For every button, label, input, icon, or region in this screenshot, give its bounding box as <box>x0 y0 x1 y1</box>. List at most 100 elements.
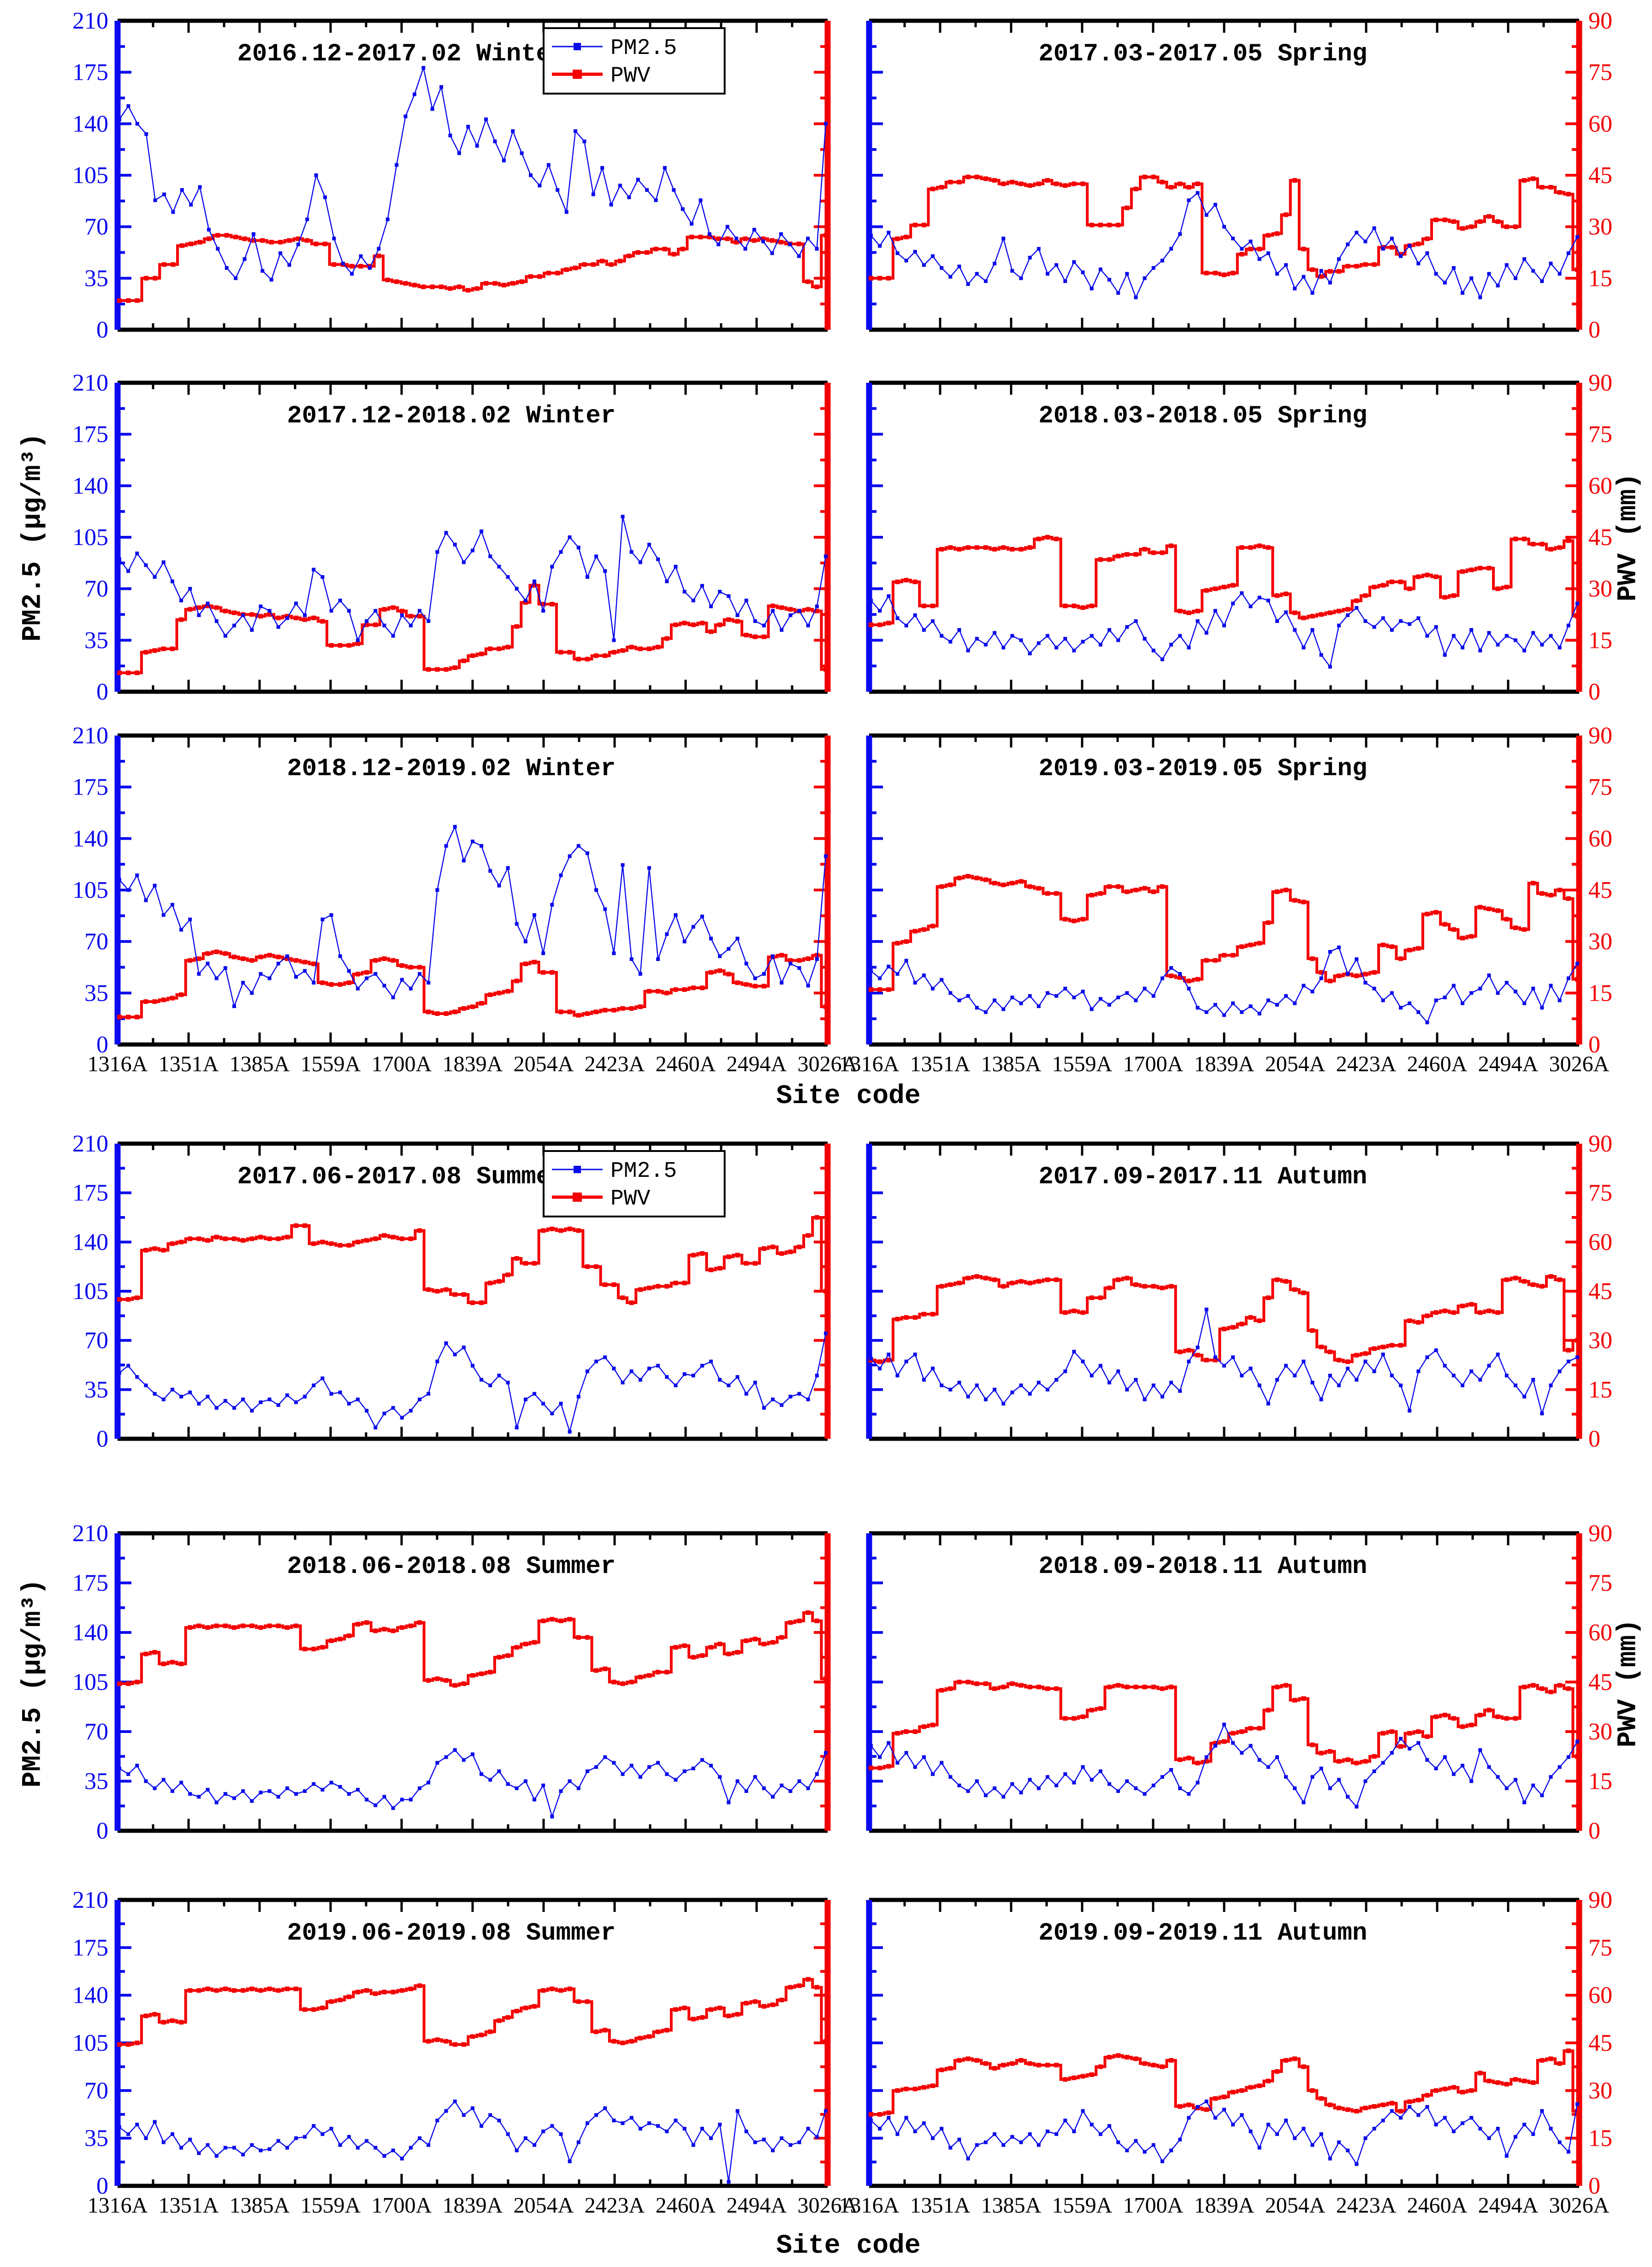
svg-text:2460A: 2460A <box>656 1052 716 1076</box>
svg-text:1839A: 1839A <box>443 2193 503 2218</box>
svg-text:15: 15 <box>1588 2125 1612 2152</box>
svg-text:210: 210 <box>72 370 108 396</box>
x-axis-title-block1: Site code <box>776 1081 921 1111</box>
panel-title: 2017.12-2018.02 Winter <box>287 402 616 430</box>
y-axis-title-pwv-block2: PWV (mm) <box>1613 1619 1644 1748</box>
svg-text:90: 90 <box>1588 1131 1612 1157</box>
svg-text:15: 15 <box>1588 980 1612 1006</box>
svg-text:15: 15 <box>1588 265 1612 291</box>
svg-text:2054A: 2054A <box>514 2193 574 2218</box>
svg-text:45: 45 <box>1588 162 1612 189</box>
panel-2018-06-2018-08-summer: 0 35 70 105 140 175 210 2018.06-2018.08 Summer <box>72 1520 831 1844</box>
svg-text:30: 30 <box>1588 929 1612 955</box>
y-axis-title-pm25-block2: PM2.5 (μg/m³) <box>18 1579 48 1788</box>
svg-text:1316A: 1316A <box>839 2193 900 2218</box>
svg-text:60: 60 <box>1588 1982 1612 2009</box>
y-axis-title-pm25-block1: PM2.5 (μg/m³) <box>18 433 48 642</box>
svg-text:0: 0 <box>96 317 108 343</box>
svg-text:90: 90 <box>1588 1887 1612 1913</box>
svg-text:70: 70 <box>84 2077 108 2104</box>
panel-2018-09-2018-11-autumn: 0 15 30 45 60 75 90 2018.09-2018.11 Autumn <box>866 1520 1612 1844</box>
y-axis-title-pwv-block1: PWV (mm) <box>1613 473 1644 602</box>
svg-text:210: 210 <box>72 1520 108 1547</box>
svg-text:75: 75 <box>1588 1570 1612 1596</box>
svg-text:2460A: 2460A <box>656 2193 716 2218</box>
panel-2016-12-2017-02-winter: 0 35 70 105 140 175 210 2016.12-2017.02 Winter P… <box>72 8 831 343</box>
svg-text:1351A: 1351A <box>910 2193 971 2218</box>
svg-text:1700A: 1700A <box>1123 1052 1184 1076</box>
svg-text:1316A: 1316A <box>88 1052 148 1076</box>
svg-text:2054A: 2054A <box>1265 1052 1326 1076</box>
panel-2017-09-2017-11-autumn: 0 15 30 45 60 75 90 2017.09-2017.11 Autumn <box>866 1131 1612 1452</box>
svg-text:175: 175 <box>72 59 108 86</box>
svg-text:1700A: 1700A <box>372 1052 432 1076</box>
x-axis-title-block2: Site code <box>776 2231 921 2261</box>
svg-text:35: 35 <box>84 265 108 291</box>
svg-text:1351A: 1351A <box>910 1052 971 1076</box>
svg-text:1700A: 1700A <box>372 2193 432 2218</box>
svg-text:60: 60 <box>1588 473 1612 499</box>
svg-text:0: 0 <box>96 1032 108 1058</box>
svg-text:105: 105 <box>72 2030 108 2056</box>
panel-2019-03-2019-05-spring: 0 15 30 45 60 75 90 1316A 1351A 1385A 1559A 1700A 18… <box>839 723 1612 1076</box>
svg-text:90: 90 <box>1588 723 1612 749</box>
svg-text:105: 105 <box>72 1278 108 1305</box>
svg-text:1559A: 1559A <box>1052 2193 1113 2218</box>
svg-text:140: 140 <box>72 473 108 499</box>
svg-text:140: 140 <box>72 1620 108 1646</box>
panel-title: 2016.12-2017.02 Winter <box>237 40 566 68</box>
svg-text:60: 60 <box>1588 1620 1612 1646</box>
svg-text:1559A: 1559A <box>301 2193 361 2218</box>
svg-text:70: 70 <box>84 1719 108 1745</box>
svg-text:140: 140 <box>72 1982 108 2009</box>
svg-text:175: 175 <box>72 421 108 448</box>
svg-text:1385A: 1385A <box>230 1052 290 1076</box>
svg-text:90: 90 <box>1588 1520 1612 1547</box>
svg-text:1351A: 1351A <box>159 1052 219 1076</box>
svg-text:0: 0 <box>96 2173 108 2199</box>
legend-label: PWV <box>610 64 651 89</box>
panel-2019-09-2019-11-autumn: 0 15 30 45 60 75 90 1316A 1351A 1385A 1559A 1700A 18… <box>839 1887 1612 2218</box>
panel-title: 2017.06-2017.08 Summer <box>237 1163 566 1191</box>
svg-text:105: 105 <box>72 162 108 189</box>
svg-text:60: 60 <box>1588 1229 1612 1255</box>
svg-text:1316A: 1316A <box>88 2193 148 2218</box>
panel-title: 2019.03-2019.05 Spring <box>1038 755 1367 783</box>
panel-title: 2018.06-2018.08 Summer <box>287 1553 616 1581</box>
panel-title: 2017.09-2017.11 Autumn <box>1038 1163 1367 1191</box>
svg-text:0: 0 <box>96 1426 108 1452</box>
svg-text:45: 45 <box>1588 2030 1612 2056</box>
panel-2017-06-2017-08-summer: 0 35 70 105 140 175 210 2017.06-2017.08 Summer P… <box>72 1131 831 1452</box>
svg-text:70: 70 <box>84 576 108 602</box>
svg-text:2494A: 2494A <box>1478 1052 1539 1076</box>
svg-text:105: 105 <box>72 877 108 903</box>
svg-text:0: 0 <box>1588 1426 1600 1452</box>
svg-text:0: 0 <box>1588 1032 1600 1058</box>
svg-text:1385A: 1385A <box>230 2193 290 2218</box>
svg-text:70: 70 <box>84 929 108 955</box>
svg-text:0: 0 <box>1588 2173 1600 2199</box>
svg-text:2460A: 2460A <box>1407 1052 1468 1076</box>
svg-text:210: 210 <box>72 1887 108 1913</box>
svg-text:175: 175 <box>72 1935 108 1961</box>
svg-text:15: 15 <box>1588 1377 1612 1403</box>
svg-text:2423A: 2423A <box>585 1052 645 1076</box>
legend-label: PM2.5 <box>610 36 677 61</box>
svg-text:3026A: 3026A <box>798 1052 858 1076</box>
panel-title: 2018.09-2018.11 Autumn <box>1038 1553 1367 1581</box>
svg-text:105: 105 <box>72 1669 108 1696</box>
legend-box <box>543 27 726 95</box>
svg-text:45: 45 <box>1588 1669 1612 1696</box>
svg-text:210: 210 <box>72 8 108 34</box>
pwv-series-line <box>119 584 826 675</box>
svg-text:70: 70 <box>84 1328 108 1354</box>
svg-text:30: 30 <box>1588 214 1612 240</box>
svg-text:1385A: 1385A <box>981 2193 1042 2218</box>
legend-label: PM2.5 <box>610 1159 677 1184</box>
svg-text:1316A: 1316A <box>839 1052 900 1076</box>
svg-text:140: 140 <box>72 825 108 852</box>
svg-text:2460A: 2460A <box>1407 2193 1468 2218</box>
panel-2019-06-2019-08-summer: 0 35 70 105 140 175 210 1316A 1351A 1385A 1559A 170… <box>72 1887 858 2218</box>
svg-text:3026A: 3026A <box>1549 2193 1610 2218</box>
svg-text:75: 75 <box>1588 1180 1612 1206</box>
